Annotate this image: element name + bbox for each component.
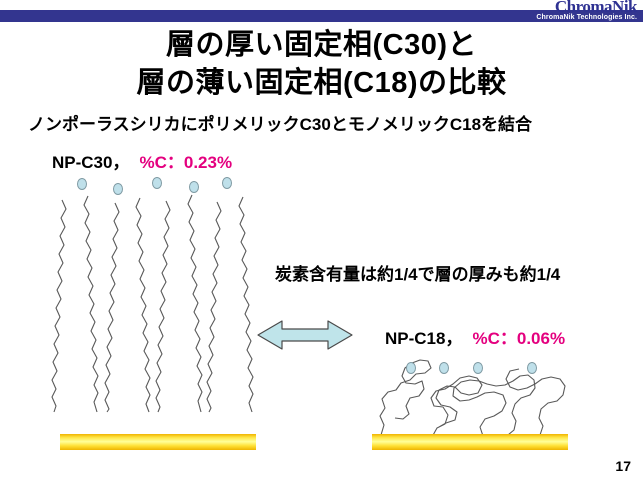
c30-bead-group [77, 177, 232, 195]
c30-chain-group [51, 194, 254, 413]
c18-chain-group [379, 359, 566, 438]
analyte-bead [113, 183, 123, 195]
comparison-note: 炭素含有量は約1/4で層の厚みも約1/4 [275, 265, 561, 284]
double-headed-arrow [257, 320, 353, 350]
c18-chain [430, 375, 483, 438]
analyte-bead [152, 177, 162, 189]
logo-tagline-text: ChromaNik Technologies Inc. [536, 14, 637, 21]
page-title-line-2: 層の薄い固定相(C18)の比較 [136, 67, 507, 99]
silica-substrate-c30 [60, 434, 256, 450]
brand-logo: ChromaNik ChromaNik Technologies Inc. [515, 0, 639, 23]
silica-substrate-c18 [372, 434, 568, 450]
header-bar [0, 10, 643, 22]
label-np-c18: NP-C18， %C：0.06% [385, 324, 565, 349]
c30-chain [51, 199, 67, 413]
page-title: 層の厚い固定相(C30)と 層の薄い固定相(C18)の比較 [0, 26, 643, 102]
analyte-bead [77, 178, 87, 190]
c18-chain [379, 359, 432, 436]
logo-wordmark-text: ChromaNik [554, 0, 638, 16]
c18-bead-group [406, 362, 537, 374]
c30-chain [206, 201, 222, 413]
page-subtitle: ノンポーラスシリカにポリメリックC30とモノメリックC18を結合 [28, 115, 533, 134]
label-np-c18-carbon: %C：0.06% [472, 329, 566, 348]
label-np-c18-name: NP-C18， [385, 329, 463, 348]
c30-chain [155, 200, 171, 413]
c30-chain [104, 202, 120, 413]
analyte-bead [406, 362, 416, 374]
analyte-bead [473, 362, 483, 374]
c30-chain [187, 194, 203, 413]
analyte-bead [527, 362, 537, 374]
c18-chain [505, 368, 566, 436]
analyte-bead [439, 362, 449, 374]
page-title-line-1: 層の厚い固定相(C30)と [165, 29, 477, 61]
c30-chain [238, 196, 254, 413]
analyte-bead [189, 181, 199, 193]
c18-chain [452, 374, 536, 437]
c30-chain [83, 195, 99, 413]
analyte-bead [222, 177, 232, 189]
label-np-c30: NP-C30， %C：0.23% [52, 148, 232, 173]
c30-chain [135, 197, 151, 413]
page-number: 17 [615, 458, 631, 474]
label-np-c30-carbon: %C：0.23% [139, 153, 233, 172]
label-np-c30-name: NP-C30， [52, 153, 130, 172]
